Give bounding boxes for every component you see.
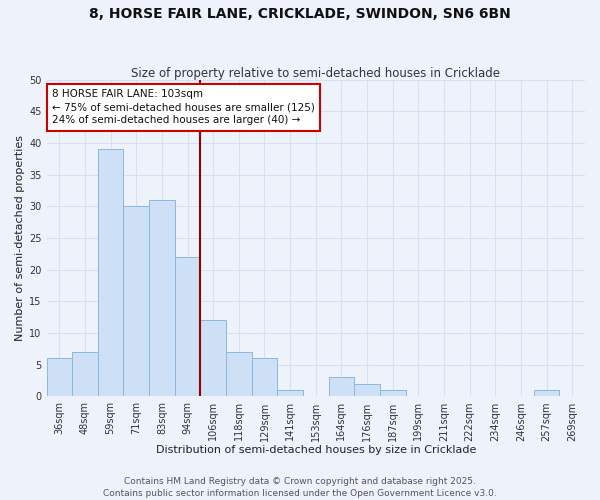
Bar [98,149,124,396]
Bar [124,206,149,396]
Bar [354,384,380,396]
Bar [47,358,72,397]
Text: 8, HORSE FAIR LANE, CRICKLADE, SWINDON, SN6 6BN: 8, HORSE FAIR LANE, CRICKLADE, SWINDON, … [89,8,511,22]
Bar [226,352,251,397]
Bar [251,358,277,397]
Bar [149,200,175,396]
Bar [380,390,406,396]
Text: Contains HM Land Registry data © Crown copyright and database right 2025.
Contai: Contains HM Land Registry data © Crown c… [103,476,497,498]
Bar [200,320,226,396]
Text: 8 HORSE FAIR LANE: 103sqm
← 75% of semi-detached houses are smaller (125)
24% of: 8 HORSE FAIR LANE: 103sqm ← 75% of semi-… [52,89,315,126]
Bar [175,257,200,396]
Title: Size of property relative to semi-detached houses in Cricklade: Size of property relative to semi-detach… [131,66,500,80]
Bar [329,378,354,396]
X-axis label: Distribution of semi-detached houses by size in Cricklade: Distribution of semi-detached houses by … [155,445,476,455]
Bar [534,390,559,396]
Bar [277,390,303,396]
Y-axis label: Number of semi-detached properties: Number of semi-detached properties [15,135,25,341]
Bar [72,352,98,397]
